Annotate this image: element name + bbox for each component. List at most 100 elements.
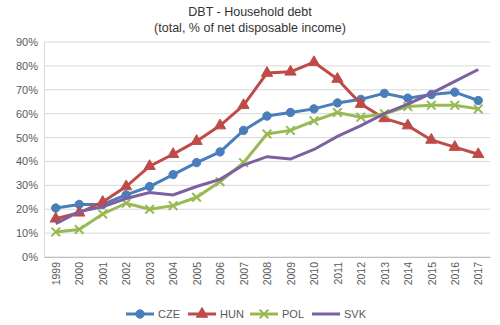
series-marker [238,99,249,109]
x-tick: 2013 [379,257,391,285]
x-tick-label: 2013 [379,262,391,286]
x-tick: 2015 [425,257,437,285]
y-tick-label: 40% [16,155,38,167]
x-tick-label: 2004 [167,262,179,286]
series-marker [192,193,201,202]
subtitle: (total, % of net disposable income) [154,21,346,35]
y-tick-label: 80% [16,60,38,72]
legend-marker [136,310,144,318]
y-tick: 10% [16,227,44,239]
series-marker [192,158,200,166]
y-tick: 40% [16,155,44,167]
x-axis-line [45,257,491,258]
x-tick-label: 2000 [73,262,85,286]
series-marker [239,126,247,134]
legend-label: POL [282,308,304,320]
series-marker [402,119,413,129]
series-marker [121,180,132,190]
series-marker [449,141,460,151]
series-marker [404,94,412,102]
x-tick: 2008 [261,257,273,285]
x-tick: 2016 [449,257,461,285]
x-tick: 2004 [167,257,179,285]
y-tick: 50% [16,132,44,144]
x-tick-label: 2005 [191,262,203,286]
series-marker [145,182,153,190]
x-tick-label: 1999 [50,262,62,286]
x-tick: 2005 [191,257,203,285]
y-tick: 90% [16,36,44,48]
x-tick-label: 2002 [120,262,132,286]
series-marker [214,119,225,129]
y-tick-label: 10% [16,227,38,239]
legend-item: CZE [126,308,180,320]
y-tick-label: 30% [16,179,38,191]
series-marker [144,160,155,170]
series-marker [380,89,388,97]
y-tick-label: 0% [22,251,38,263]
x-tick: 2001 [97,257,109,285]
series-marker [310,105,318,113]
x-tick: 1999 [50,257,62,285]
x-tick: 2002 [120,257,132,285]
grid-line [44,233,490,234]
legend-marker [196,307,207,317]
y-tick-label: 70% [16,84,38,96]
series-marker [169,170,177,178]
x-tick-label: 2006 [214,262,226,286]
x-tick: 2014 [402,257,414,285]
y-tick-label: 50% [16,132,38,144]
series-marker [355,98,366,108]
x-tick: 2000 [73,257,85,285]
x-tick: 2010 [308,257,320,285]
series-marker [474,96,482,104]
legend-label: SVK [344,308,367,320]
y-axis-line [44,43,45,258]
plot: 0% 10% 20% 30% 40% 50% 60% 70% 80% 90% 1999 2000 200… [16,36,491,285]
series-marker [285,65,296,75]
legend-item: POL [250,308,304,320]
legend-marker [260,310,269,319]
x-tick-label: 2014 [402,262,414,286]
x-tick: 2017 [472,257,484,285]
series-marker [286,108,294,116]
series-marker [332,73,343,83]
y-tick-label: 20% [16,203,38,215]
x-axis: 1999 2000 2001 2002 2003 2004 2005 2006 2007 2008… [45,257,491,285]
legend-item: SVK [312,308,367,320]
y-tick-label: 60% [16,108,38,120]
x-tick: 2011 [332,257,344,285]
series-marker [333,108,342,117]
series-marker [167,148,178,158]
series-marker [310,117,319,126]
series-marker [145,205,154,214]
series-marker [426,133,437,143]
x-tick-label: 2007 [238,262,250,286]
x-tick-label: 2003 [144,262,156,286]
series-marker [474,105,483,114]
series-line [56,69,479,223]
x-tick-label: 2015 [425,262,437,286]
legend-label: CZE [158,308,180,320]
series-line [56,62,479,218]
y-tick: 60% [16,108,44,120]
grid-line [44,137,490,138]
grid-line [44,42,490,43]
series-marker [75,225,84,234]
x-tick: 2012 [355,257,367,285]
x-tick: 2007 [238,257,250,285]
legend: CZEHUNPOLSVK [126,307,367,319]
x-tick: 2006 [214,257,226,285]
series-marker [263,130,272,139]
series-marker [427,101,436,110]
x-tick-label: 2016 [449,262,461,286]
x-tick-label: 2009 [285,262,297,286]
series-marker [451,88,459,96]
y-tick: 0% [22,251,44,263]
series-marker [98,210,107,219]
series-marker [263,112,271,120]
series-marker [357,113,366,122]
grid-line [44,257,490,258]
legend-swatch [312,313,340,316]
grid-line [44,185,490,186]
